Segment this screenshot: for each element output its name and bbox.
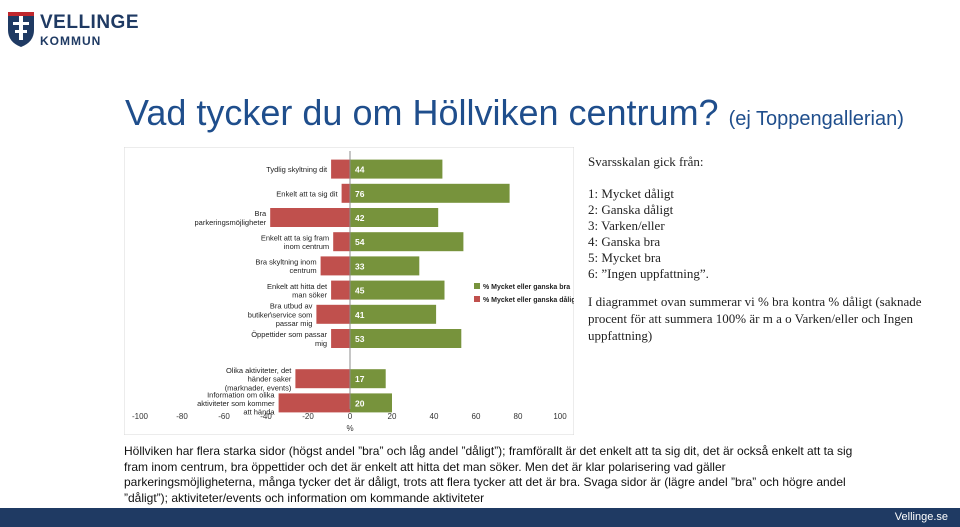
bar-good [350, 393, 392, 413]
category-label: Information om olika aktiviteter som komm… [197, 390, 275, 416]
title-main: Vad tycker du om Höllviken centrum? [125, 92, 719, 133]
bar-good [350, 304, 437, 324]
x-tick-label: 80 [514, 412, 523, 421]
category-label-line: Bra [255, 209, 268, 218]
vellinge-logo[interactable]: VELLINGE KOMMUN [6, 6, 139, 68]
legend-swatch [474, 296, 480, 302]
bar-bad [320, 256, 350, 276]
category-label-line: passar mig [276, 319, 313, 328]
bar-value-label: 17 [355, 374, 365, 384]
title-note: (ej Toppengallerian) [728, 108, 904, 130]
bar-value-label: 53 [355, 334, 365, 344]
logo-subname: KOMMUN [40, 34, 102, 48]
bar-bad [270, 208, 350, 227]
bar-value-label: 54 [355, 237, 365, 247]
bar-good [350, 183, 510, 203]
bar-good [350, 208, 439, 227]
legend-label: % Mycket eller ganska dåligt [483, 296, 574, 304]
x-tick-label: 100 [553, 412, 567, 421]
bar-value-label: 44 [355, 165, 365, 175]
category-label-line: Information om olika [207, 390, 275, 399]
bar-good [350, 369, 386, 389]
analysis-text: Höllviken har flera starka sidor (högst … [124, 444, 853, 505]
bar-good [350, 256, 420, 276]
category-label-line: Enkelt att ta sig dit [276, 189, 338, 198]
footer-link[interactable]: Vellinge.se [894, 511, 948, 523]
bar-bad [316, 304, 350, 324]
bar-bad [278, 393, 350, 413]
category-label-line: Öppettider som passar [251, 330, 327, 339]
category-label-line: att hända [243, 408, 275, 417]
bar-value-label: 76 [355, 189, 365, 199]
legend-label: % Mycket eller ganska bra [483, 284, 570, 291]
category-label-line: Bra skyltning inom [255, 258, 316, 267]
category-label: Olika aktiviteter, det händer saker (markn… [225, 366, 293, 392]
category-label: Enkelt att hitta det man söker [267, 282, 328, 300]
category-label: Tydlig skyltning dit [266, 165, 328, 174]
category-label-line: mig [315, 339, 327, 348]
x-axis-label: % [346, 424, 353, 433]
category-label: Enkelt att ta sig dit [276, 189, 338, 198]
category-label-line: butiker\service som [248, 310, 313, 319]
bar-bad [295, 369, 350, 389]
category-label: Öppettider som passar mig [251, 330, 327, 348]
x-tick-label: -20 [302, 412, 314, 421]
scale-item: 2: Ganska dåligt [588, 202, 674, 217]
x-tick-label: -80 [176, 412, 188, 421]
bar-bad [331, 280, 350, 300]
bar-good [350, 232, 464, 252]
page-title: Vad tycker du om Höllviken centrum? (ej … [125, 92, 904, 134]
bar-value-label: 20 [355, 398, 365, 408]
bar-bad [331, 329, 350, 348]
scale-item: 5: Mycket bra [588, 250, 661, 265]
category-label: Enkelt att ta sig fram inom centrum [261, 233, 329, 251]
scale-info: Svarsskalan gick från: 1: Mycket dåligt … [588, 154, 948, 282]
bar-good [350, 329, 462, 348]
legend-swatch [474, 283, 480, 289]
x-tick-label: -40 [260, 412, 272, 421]
category-label: Bra utbud av butiker\service som passar mi… [248, 302, 313, 328]
category-label-line: man söker [292, 290, 328, 299]
coat-of-arms-icon [8, 12, 34, 47]
scale-item: 1: Mycket dåligt [588, 186, 674, 201]
bar-good [350, 159, 443, 179]
bar-bad [333, 232, 350, 252]
summary-note: I diagrammet ovan summerar vi % bra kont… [588, 294, 922, 343]
bar-bad [331, 159, 350, 179]
category-label-line: Enkelt att ta sig fram [261, 233, 329, 242]
bar-bad [341, 183, 350, 203]
category-label-line: Olika aktiviteter, det [226, 366, 292, 375]
category-label-line: inom centrum [284, 242, 329, 251]
scale-item: 6: ”Ingen uppfattning”. [588, 266, 709, 281]
scale-heading: Svarsskalan gick från: [588, 154, 704, 169]
bar-value-label: 42 [355, 213, 365, 223]
x-tick-label: 0 [348, 412, 353, 421]
category-label-line: centrum [290, 266, 317, 275]
category-label: Bra parkeringsmöjligheter [194, 209, 267, 227]
bar-value-label: 45 [355, 286, 365, 296]
logo-name: VELLINGE [40, 12, 140, 33]
bar-value-label: 33 [355, 261, 365, 271]
x-tick-label: -60 [218, 412, 230, 421]
x-tick-label: 20 [388, 412, 397, 421]
footer-bar: Vellinge.se [0, 508, 960, 527]
scale-item: 4: Ganska bra [588, 234, 661, 249]
category-label-line: (marknader, events) [225, 383, 292, 392]
x-tick-label: 60 [472, 412, 481, 421]
category-label-line: händer saker [248, 375, 292, 384]
bar-good [350, 280, 445, 300]
bar-value-label: 41 [355, 310, 365, 320]
x-tick-label: -100 [132, 412, 149, 421]
diverging-bar-chart: 44 Tydlig skyltning dit 76 Enkelt att ta si… [124, 147, 574, 435]
x-tick-label: 40 [430, 412, 439, 421]
category-label: Bra skyltning inom centrum [255, 258, 316, 276]
category-label-line: aktiviteter som kommer [197, 399, 275, 408]
scale-item: 3: Varken/eller [588, 218, 665, 233]
category-label-line: Bra utbud av [270, 302, 313, 311]
category-label-line: parkeringsmöjligheter [194, 218, 266, 227]
category-label-line: Tydlig skyltning dit [266, 165, 328, 174]
category-label-line: Enkelt att hitta det [267, 282, 328, 291]
